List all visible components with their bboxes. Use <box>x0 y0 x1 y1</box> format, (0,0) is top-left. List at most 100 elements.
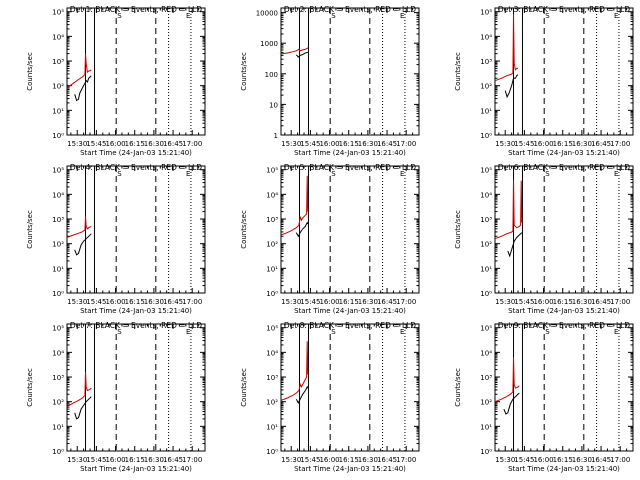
x-tick-label: 15:45 <box>86 456 106 464</box>
chart-title: Det 5: BLACK = Events, RED = LLD <box>284 163 416 172</box>
series-line-events <box>504 74 519 99</box>
series-line-events <box>295 385 309 404</box>
plot-frame <box>280 323 420 452</box>
x-axis-label: Start Time (24-Jan-03 15:21:40) <box>294 465 406 473</box>
x-tick-label: 16:45 <box>163 456 183 464</box>
x-tick-label: 15:30 <box>67 140 87 148</box>
series-line-lld <box>280 47 309 55</box>
y-axis-label: Counts/sec <box>454 52 462 91</box>
y-tick-label: 10¹ <box>480 423 492 431</box>
series-line-lld <box>66 53 92 89</box>
marker-label-s: S <box>331 170 336 178</box>
x-tick-label: 16:00 <box>105 140 125 148</box>
x-tick-label: 16:45 <box>591 456 611 464</box>
marker-label-e: E <box>186 170 190 178</box>
x-tick-label: 16:45 <box>591 140 611 148</box>
x-tick-label: 16:00 <box>105 298 125 306</box>
y-tick-label: 10⁵ <box>52 325 64 333</box>
y-tick-label: 10⁰ <box>52 290 64 298</box>
chart-title: Det 7: BLACK = Events, RED = LLD <box>70 321 202 330</box>
x-tick-label: 16:15 <box>125 140 145 148</box>
y-tick-label: 10⁰ <box>52 448 64 456</box>
x-tick-label: 16:30 <box>572 298 592 306</box>
series-line-lld <box>66 216 92 238</box>
marker-label-s: S <box>545 12 550 20</box>
series-line-lld <box>66 372 92 408</box>
x-tick-label: 16:30 <box>144 140 164 148</box>
series-line-events <box>295 51 308 58</box>
x-tick-label: 16:00 <box>533 456 553 464</box>
x-tick-label: 17:00 <box>610 140 630 148</box>
y-tick-label: 10⁴ <box>52 349 64 357</box>
series-line-events <box>74 396 92 420</box>
x-axis-label: Start Time (24-Jan-03 15:21:40) <box>508 149 620 157</box>
x-tick-label: 15:30 <box>495 456 515 464</box>
x-axis-label: Start Time (24-Jan-03 15:21:40) <box>80 465 192 473</box>
x-tick-label: 16:30 <box>144 298 164 306</box>
chart-title: Det 8: BLACK = Events, RED = LLD <box>284 321 416 330</box>
marker-label-e: E <box>614 12 618 20</box>
x-tick-label: 15:30 <box>281 456 301 464</box>
chart-panel-3: 10⁰10¹10²10³10⁴10⁵15:3015:4516:0016:1516… <box>454 5 634 157</box>
marker-label-s: S <box>117 12 122 20</box>
series-line-lld <box>494 357 520 403</box>
x-tick-label: 16:15 <box>553 456 573 464</box>
y-tick-label: 10² <box>480 83 492 91</box>
y-tick-label: 10² <box>52 83 64 91</box>
y-tick-label: 10⁴ <box>52 191 64 199</box>
x-tick-label: 17:00 <box>182 140 202 148</box>
marker-label-e: E <box>400 328 404 336</box>
chart-panel-4: 10⁰10¹10²10³10⁴10⁵15:3015:4516:0016:1516… <box>26 163 206 315</box>
x-tick-label: 16:15 <box>339 456 359 464</box>
y-tick-label: 10⁵ <box>52 167 64 175</box>
y-tick-label: 10⁰ <box>480 132 492 140</box>
y-tick-label: 10¹ <box>266 265 278 273</box>
chart-panel-2: 1 10 100 1000 10000 15:3015:4516:0016:1516:30… <box>240 5 420 157</box>
chart-title: Det 2: BLACK = Events, RED = LLD <box>284 5 416 14</box>
x-tick-label: 15:45 <box>300 298 320 306</box>
x-tick-label: 16:30 <box>572 140 592 148</box>
x-tick-label: 17:00 <box>610 298 630 306</box>
y-tick-label: 10⁴ <box>480 33 492 41</box>
y-tick-label: 10² <box>480 399 492 407</box>
chart-title: Det 1: BLACK = Events, RED = LLD <box>70 5 202 14</box>
y-axis-label: Counts/sec <box>454 210 462 249</box>
x-tick-label: 16:30 <box>358 456 378 464</box>
x-tick-label: 16:15 <box>125 456 145 464</box>
x-tick-label: 17:00 <box>396 456 416 464</box>
x-axis-label: Start Time (24-Jan-03 15:21:40) <box>80 149 192 157</box>
y-axis-label: Counts/sec <box>240 210 248 249</box>
y-tick-label: 10⁴ <box>480 191 492 199</box>
x-tick-label: 16:15 <box>339 298 359 306</box>
x-tick-label: 16:30 <box>572 456 592 464</box>
plot-frame <box>280 165 420 294</box>
chart-panel-1: 10⁰10¹10²10³10⁴10⁵15:3015:4516:0016:1516… <box>26 5 206 157</box>
y-tick-label: 10⁴ <box>266 349 278 357</box>
x-tick-label: 16:45 <box>163 140 183 148</box>
y-tick-label: 10² <box>266 241 278 249</box>
chart-title: Det 9: BLACK = Events, RED = LLD <box>498 321 630 330</box>
x-tick-label: 15:45 <box>86 140 106 148</box>
y-tick-label: 10 <box>269 101 278 109</box>
x-tick-label: 17:00 <box>182 456 202 464</box>
y-tick-label: 10⁰ <box>52 132 64 140</box>
plot-frame <box>66 165 206 294</box>
x-tick-label: 16:45 <box>591 298 611 306</box>
x-axis-label: Start Time (24-Jan-03 15:21:40) <box>508 465 620 473</box>
y-tick-label: 10³ <box>480 58 492 66</box>
y-tick-label: 10⁰ <box>480 448 492 456</box>
chart-title: Det 6: BLACK = Events, RED = LLD <box>498 163 630 172</box>
marker-label-e: E <box>614 170 618 178</box>
y-tick-label: 10¹ <box>480 107 492 115</box>
y-tick-label: 10³ <box>266 374 278 382</box>
y-tick-label: 10⁵ <box>480 9 492 17</box>
x-tick-label: 15:30 <box>495 298 515 306</box>
x-tick-label: 16:30 <box>358 140 378 148</box>
y-tick-label: 10³ <box>52 374 64 382</box>
x-tick-label: 16:45 <box>377 456 397 464</box>
y-tick-label: 10⁴ <box>266 191 278 199</box>
y-axis-label: Counts/sec <box>454 368 462 407</box>
chart-title: Det 3: BLACK = Events, RED = LLD <box>498 5 630 14</box>
x-tick-label: 15:45 <box>300 140 320 148</box>
chart-panel-9: 10⁰10¹10²10³10⁴10⁵15:3015:4516:0016:1516… <box>454 321 634 473</box>
